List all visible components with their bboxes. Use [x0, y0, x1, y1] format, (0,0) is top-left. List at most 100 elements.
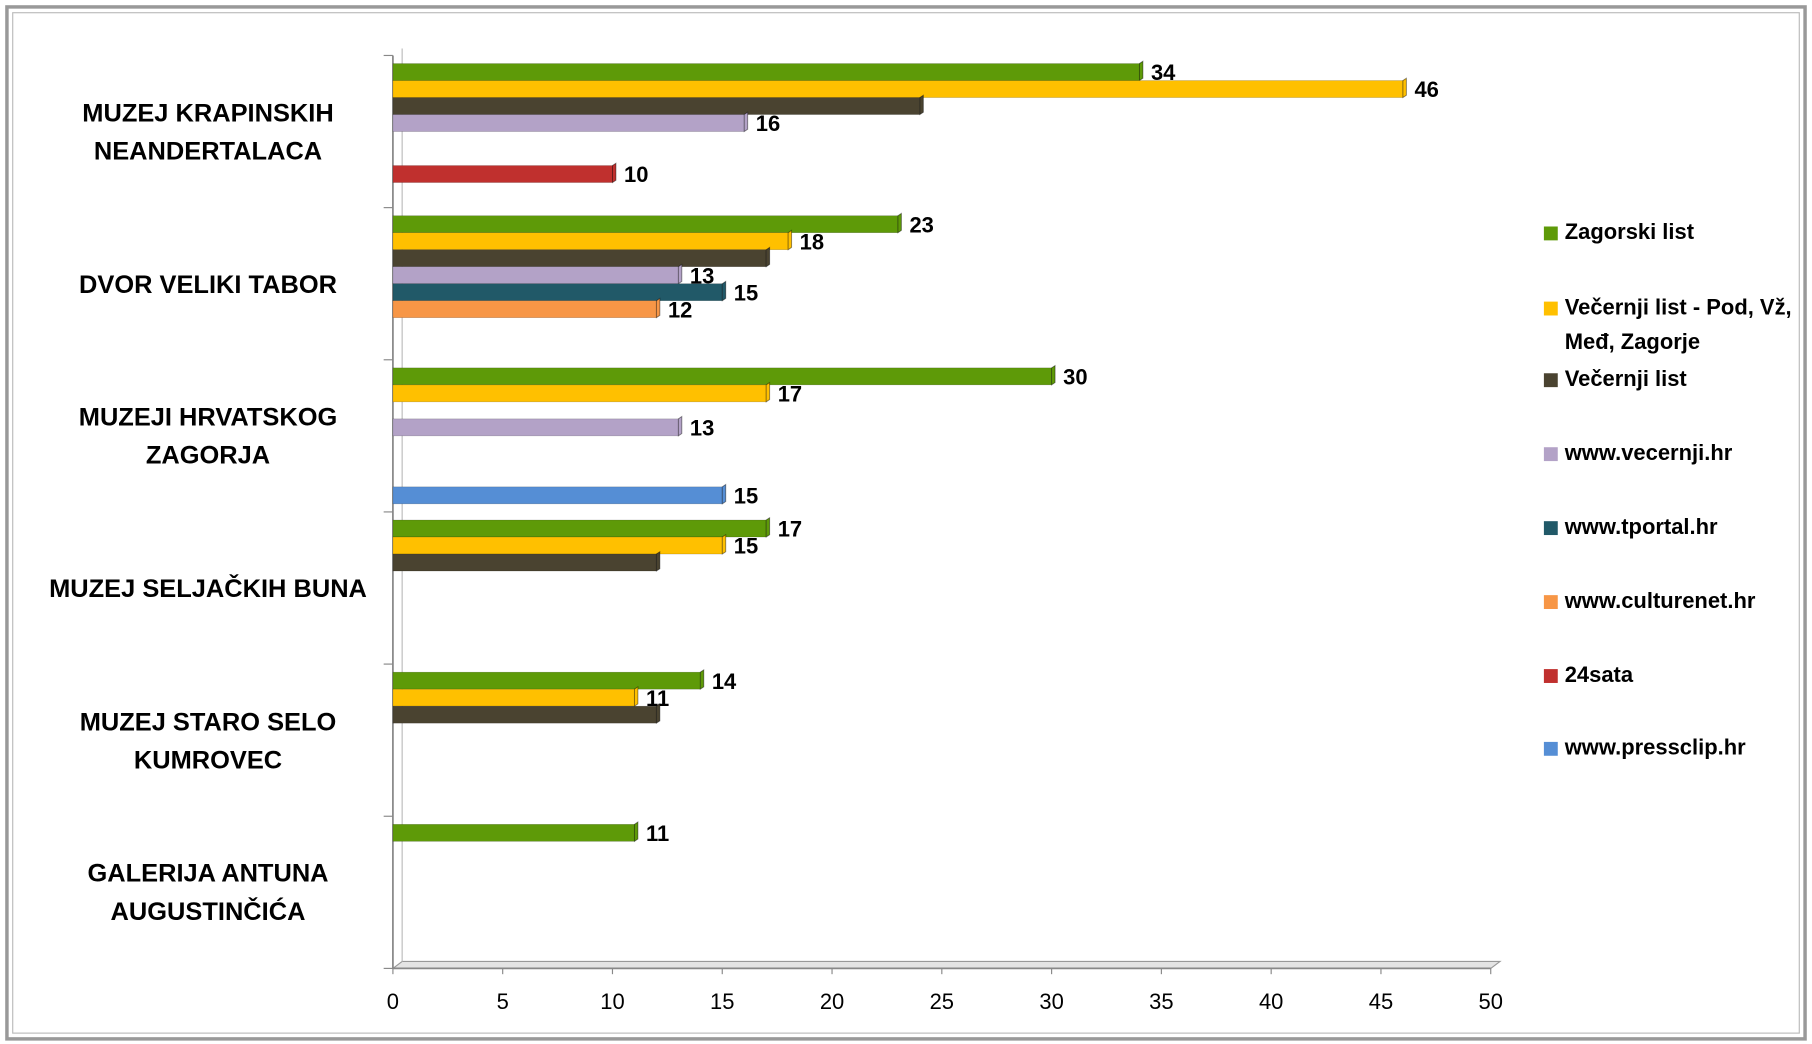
- legend-item: Večernji list - Pod, Vž, Međ, Zagorje: [1543, 291, 1810, 360]
- bar: [392, 824, 635, 842]
- legend-label: Večernji list - Pod, Vž, Međ, Zagorje: [1564, 295, 1792, 355]
- bar: [392, 266, 679, 284]
- bar: [392, 705, 657, 724]
- bar: [392, 165, 613, 183]
- bar: [392, 418, 679, 437]
- legend-label: www.vecernji.hr: [1564, 441, 1733, 466]
- data-label: 11: [646, 686, 669, 711]
- bar-end: [1138, 60, 1144, 82]
- frame: [5, 5, 1807, 1041]
- legend-label: Večernji list: [1564, 367, 1687, 392]
- legend-swatch: [1543, 741, 1558, 756]
- floor: [391, 960, 1502, 969]
- data-label: 15: [734, 534, 758, 559]
- bar-end: [633, 821, 639, 843]
- data-label: 46: [1414, 77, 1438, 102]
- legend-item: www.culturenet.hr: [1543, 585, 1810, 620]
- legend-item: Večernji list: [1543, 363, 1810, 398]
- bar: [392, 232, 789, 250]
- data-label: 30: [1063, 364, 1087, 389]
- bar-end: [612, 162, 617, 184]
- x-tick-label: 50: [1479, 989, 1503, 1014]
- category-label: MUZEJ STARO SELO KUMROVEC: [79, 706, 337, 774]
- category-label: GALERIJA ANTUNA AUGUSTINČIĆA: [87, 858, 329, 926]
- bar-end: [655, 297, 661, 319]
- legend-swatch: [1543, 669, 1558, 683]
- category-label: MUZEJ SELJAČKIH BUNA: [49, 573, 367, 603]
- legend-item: www.tportal.hr: [1543, 511, 1810, 546]
- bar: [392, 80, 1404, 98]
- legend-label: www.tportal.hr: [1564, 515, 1718, 540]
- bar: [392, 536, 723, 555]
- bar-end: [919, 94, 924, 116]
- data-label: 16: [756, 111, 780, 136]
- x-tick-label: 40: [1259, 989, 1283, 1014]
- bar-end: [633, 686, 639, 708]
- data-label: 15: [734, 280, 758, 305]
- bar: [392, 486, 723, 505]
- bar-end: [897, 212, 902, 234]
- bar: [392, 688, 635, 707]
- bar-end: [677, 415, 683, 437]
- legend-swatch: [1543, 226, 1558, 241]
- bar: [392, 519, 767, 538]
- bar-end: [787, 229, 793, 251]
- data-label: 11: [646, 821, 669, 846]
- x-tick-label: 45: [1369, 989, 1393, 1014]
- legend-item: www.pressclip.hr: [1543, 732, 1810, 767]
- data-label: 13: [690, 415, 714, 440]
- category-label: DVOR VELIKI TABOR: [78, 269, 338, 299]
- legend-item: Zagorski list: [1543, 216, 1810, 251]
- x-tick-label: 15: [710, 989, 734, 1014]
- bar: [392, 300, 657, 318]
- bar-end: [765, 246, 771, 268]
- bar-end: [721, 280, 727, 302]
- bar-end: [655, 550, 661, 572]
- bar: [392, 97, 921, 115]
- x-tick-label: 20: [820, 989, 844, 1014]
- legend-label: Zagorski list: [1564, 220, 1695, 245]
- legend-swatch: [1543, 521, 1558, 536]
- data-label: 15: [734, 483, 758, 508]
- legend-label: www.pressclip.hr: [1564, 736, 1746, 761]
- data-label: 14: [712, 669, 737, 694]
- x-tick-label: 5: [497, 989, 509, 1014]
- bar: [392, 114, 745, 132]
- x-tick-label: 10: [600, 989, 624, 1014]
- bar: [392, 367, 1052, 386]
- data-label: 23: [909, 212, 933, 237]
- category-label: MUZEJI HRVATSKOG ZAGORJA: [78, 402, 338, 470]
- bar: [392, 384, 767, 403]
- bar-end: [1402, 77, 1407, 99]
- x-tick-label: 35: [1149, 989, 1173, 1014]
- bar-end: [721, 533, 727, 555]
- bar-end: [721, 483, 727, 505]
- legend-label: 24sata: [1564, 663, 1634, 688]
- data-label: 10: [624, 162, 648, 187]
- x-tick-label: 25: [930, 989, 954, 1014]
- legend-item: 24sata: [1543, 659, 1810, 694]
- bar-end: [699, 669, 705, 691]
- legend-label: www.culturenet.hr: [1564, 589, 1756, 614]
- x-tick-label: 30: [1039, 989, 1063, 1014]
- bar: [392, 63, 1140, 81]
- legend-swatch: [1543, 447, 1558, 462]
- data-label: 17: [778, 517, 802, 542]
- category-label: MUZEJ KRAPINSKIH NEANDERTALACA: [82, 98, 334, 166]
- data-label: 18: [800, 229, 824, 254]
- x-tick-label: 0: [387, 989, 399, 1014]
- data-label: 12: [668, 297, 692, 322]
- bar-end: [765, 516, 771, 538]
- legend-swatch: [1543, 595, 1558, 610]
- bar-end: [677, 263, 683, 285]
- frame-inner: [12, 12, 1800, 1034]
- data-label: 17: [778, 381, 802, 406]
- legend-swatch: [1543, 301, 1558, 316]
- bar: [392, 553, 657, 572]
- legend-swatch: [1543, 373, 1558, 388]
- bar-end: [1051, 364, 1056, 386]
- bar-end: [743, 111, 749, 133]
- legend-item: www.vecernji.hr: [1543, 437, 1810, 472]
